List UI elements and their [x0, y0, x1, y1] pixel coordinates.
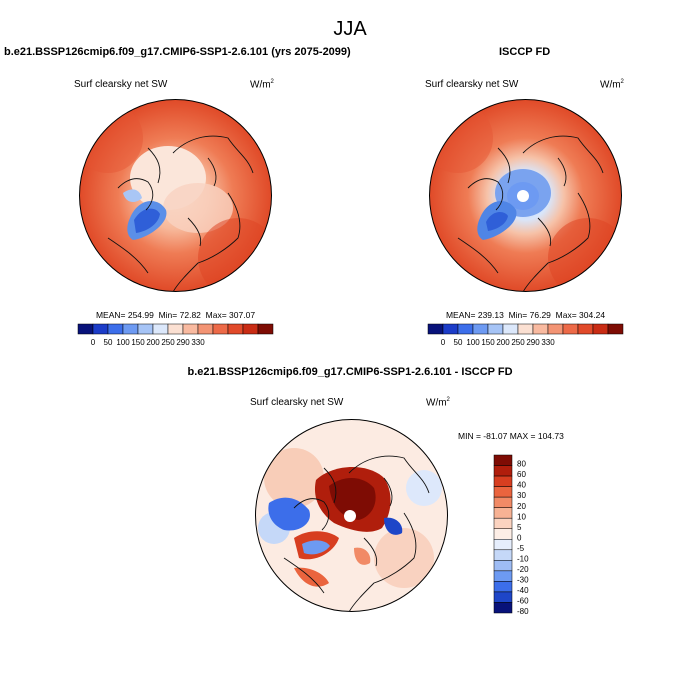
panel3-colorbar-label: -40 — [517, 586, 529, 595]
panel3-colorbar-box — [493, 591, 513, 603]
panel2-colorbar-box — [457, 323, 474, 335]
panel3-colorbar-box — [493, 602, 513, 614]
panel1-colorbar-label: 150 — [131, 338, 145, 347]
panel1-colorbar-box — [92, 323, 109, 335]
panel1-colorbar-label: 50 — [104, 338, 113, 347]
panel3-colorbar-label: -5 — [517, 544, 525, 553]
panel2-variable-label: Surf clearsky net SW — [425, 79, 519, 90]
panel3-colorbar-label: 20 — [517, 502, 526, 511]
panel2-colorbar-box — [547, 323, 564, 335]
panel3-colorbar-box — [493, 528, 513, 540]
panel2-colorbar-box — [562, 323, 579, 335]
panel1-colorbar-box — [107, 323, 124, 335]
panel2-colorbar-box — [517, 323, 534, 335]
panel2-colorbar-box — [442, 323, 459, 335]
panel3-colorbar-label: -60 — [517, 597, 529, 606]
panel3-colorbar-label: -30 — [517, 576, 529, 585]
panel3-colorbar-box — [493, 507, 513, 519]
panel3-colorbar-box — [493, 517, 513, 529]
panel3-colorbar-box — [493, 465, 513, 477]
panel2-colorbar-label: 150 — [481, 338, 495, 347]
panel2-colorbar-box — [577, 323, 594, 335]
panel2-colorbar-box — [592, 323, 609, 335]
panel3-colorbar-label: -80 — [517, 607, 529, 616]
panel1-colorbar-box — [137, 323, 154, 335]
panel3-colorbar-label: 60 — [517, 470, 526, 479]
panel3-colorbar-box — [493, 496, 513, 508]
panel1-colorbar-box — [212, 323, 229, 335]
panel3-colorbar-box — [493, 570, 513, 582]
panel1-colorbar-box — [227, 323, 244, 335]
panel2-colorbar-label: 290 — [526, 338, 540, 347]
panel2-colorbar-box — [502, 323, 519, 335]
panel3-colorbar-label: 5 — [517, 523, 522, 532]
panel1-colorbar-box — [167, 323, 184, 335]
panel1-units: W/m2 — [250, 79, 274, 91]
panel2-colorbar-label: 50 — [454, 338, 463, 347]
panel1-colorbar-box — [242, 323, 259, 335]
panel1-colorbar-box — [122, 323, 139, 335]
panel2-header: ISCCP FD — [499, 46, 551, 58]
panel3-colorbar-label: 30 — [517, 491, 526, 500]
panel3-colorbar-box — [493, 486, 513, 498]
panel2-colorbar-label: 100 — [466, 338, 480, 347]
panel2-colorbar-box — [607, 323, 624, 335]
panel2-units: W/m2 — [600, 79, 624, 91]
panel3-colorbar-box — [493, 539, 513, 551]
panel3-colorbar-label: -10 — [517, 554, 529, 563]
panel3-polar-map — [255, 419, 448, 612]
panel3-header: b.e21.BSSP126cmip6.f09_g17.CMIP6-SSP1-2.… — [187, 366, 513, 378]
panel2-polar-map — [429, 99, 622, 292]
panel2-colorbar-box — [532, 323, 549, 335]
panel3-colorbar-box — [493, 581, 513, 593]
panel1-colorbar-label: 290 — [176, 338, 190, 347]
panel2-colorbar-box — [487, 323, 504, 335]
panel3-variable-label: Surf clearsky net SW — [250, 397, 344, 408]
panel2-colorbar-box — [472, 323, 489, 335]
panel2-stats: MEAN= 239.13 Min= 76.29 Max= 304.24 — [445, 310, 606, 320]
panel1-colorbar-box — [77, 323, 94, 335]
panel3-colorbar-box — [493, 549, 513, 561]
panel1-colorbar-label: 0 — [91, 338, 96, 347]
panel1-header: b.e21.BSSP126cmip6.f09_g17.CMIP6-SSP1-2.… — [4, 46, 351, 58]
panel3-stats: MIN = -81.07 MAX = 104.73 — [458, 431, 564, 441]
figure-title: JJA — [333, 18, 367, 40]
panel2-colorbar-box — [427, 323, 444, 335]
panel1-variable-label: Surf clearsky net SW — [74, 79, 168, 90]
panel1-colorbar: 0 50 100 150 200 250 290 330 — [77, 323, 274, 347]
panel3-colorbar-label: -20 — [517, 565, 529, 574]
panel3-units: W/m2 — [426, 397, 450, 409]
panel1-colorbar-label: 250 — [161, 338, 175, 347]
panel1-colorbar-label: 200 — [146, 338, 160, 347]
panel2-colorbar-label: 200 — [496, 338, 510, 347]
panel1-colorbar-label: 330 — [191, 338, 205, 347]
panel3-colorbar-box — [493, 560, 513, 572]
panel3-colorbar-label: 80 — [517, 460, 526, 469]
panel3-colorbar-label: 40 — [517, 481, 526, 490]
panel1-colorbar-label: 100 — [116, 338, 130, 347]
panel1-colorbar-box — [182, 323, 199, 335]
panel3-colorbar-box — [493, 475, 513, 487]
panel1-polar-map — [79, 99, 272, 292]
panel1-colorbar-box — [197, 323, 214, 335]
panel3-colorbar-box — [493, 454, 513, 466]
panel1-colorbar-box — [152, 323, 169, 335]
panel2-colorbar-label: 330 — [541, 338, 555, 347]
panel2-colorbar: 0 50 100 150 200 250 290 330 — [427, 323, 624, 347]
panel3-colorbar-label: 10 — [517, 512, 526, 521]
panel3-colorbar-label: 0 — [517, 533, 522, 542]
panel1-colorbar-box — [257, 323, 274, 335]
panel1-stats: MEAN= 254.99 Min= 72.82 Max= 307.07 — [95, 310, 256, 320]
panel2-colorbar-label: 0 — [441, 338, 446, 347]
panel2-colorbar-label: 250 — [511, 338, 525, 347]
